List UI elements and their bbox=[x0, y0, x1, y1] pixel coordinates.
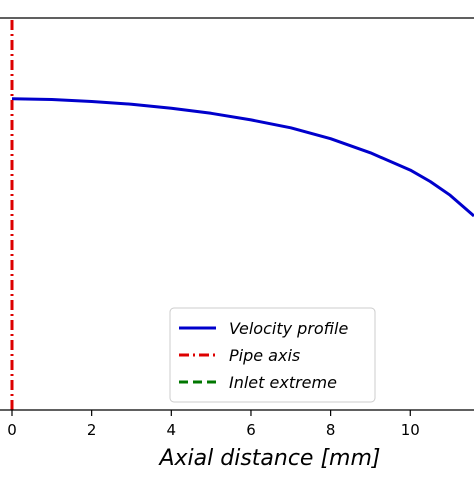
x-tick-label-2: 2 bbox=[87, 421, 97, 439]
x-tick-label-6: 6 bbox=[246, 421, 256, 439]
x-tick-label-4: 4 bbox=[167, 421, 177, 439]
legend-label-1: Velocity profile bbox=[229, 319, 348, 338]
x-tick-label-10: 10 bbox=[401, 421, 420, 439]
legend-label-2: Pipe axis bbox=[229, 346, 300, 365]
plot-area bbox=[10, 18, 474, 410]
x-axis-label: Axial distance [mm] bbox=[157, 446, 380, 471]
x-axis-label-unit: mm bbox=[329, 446, 372, 471]
x-tick-label-8: 8 bbox=[326, 421, 336, 439]
legend-label-3: Inlet extreme bbox=[229, 373, 337, 392]
x-tick-label-0: 0 bbox=[7, 421, 17, 439]
series-line-1 bbox=[11, 97, 474, 218]
legend-box bbox=[169, 307, 376, 403]
x-axis-label-text: Axial distance [ bbox=[157, 446, 330, 471]
x-axis-label-close: ] bbox=[371, 446, 381, 471]
legend: Velocity profile Pipe axis Inlet extreme bbox=[169, 307, 376, 403]
axes: 0 2 4 6 8 10 bbox=[0, 17, 474, 439]
